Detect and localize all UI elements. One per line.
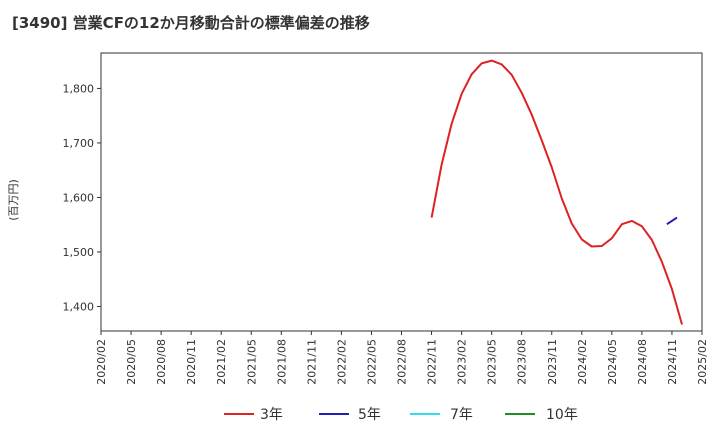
x-tick-label: 2024/08: [636, 339, 649, 385]
series-line-3年: [430, 59, 683, 325]
legend-label: 3年: [260, 407, 283, 423]
x-tick-label: 2023/02: [456, 339, 469, 385]
x-tick-label: 2024/05: [606, 339, 619, 385]
x-tick-label: 2022/08: [396, 339, 409, 385]
x-tick-label: 2023/08: [516, 339, 529, 385]
x-tick-label: 2023/05: [486, 339, 499, 385]
x-axis-ticks: 2020/02 2020/05 2020/08 2020/11 2021/02 2021/…: [95, 331, 709, 385]
plot-area: [101, 53, 702, 331]
chart-title: [3490] 営業CFの12か月移動合計の標準偏差の推移: [12, 14, 370, 32]
y-tick-label: 1,400: [63, 300, 95, 313]
x-tick-label: 2021/02: [215, 339, 228, 385]
x-tick-label: 2021/11: [305, 339, 318, 385]
x-tick-label: 2020/05: [125, 339, 138, 385]
y-tick-label: 1,700: [63, 137, 95, 150]
legend-label: 10年: [546, 407, 578, 423]
series-lines: [430, 59, 683, 325]
x-tick-label: 2021/08: [275, 339, 288, 385]
x-tick-label: 2022/11: [426, 339, 439, 385]
y-tick-label: 1,600: [63, 191, 95, 204]
legend-label: 7年: [450, 407, 473, 423]
legend: 3年 5年 7年 10年: [224, 407, 578, 423]
x-tick-label: 2025/02: [696, 339, 709, 385]
x-tick-label: 2024/02: [576, 339, 589, 385]
series-line-5年: [666, 216, 678, 226]
x-tick-label: 2020/08: [155, 339, 168, 385]
x-tick-label: 2020/02: [95, 339, 108, 385]
y-axis-ticks: 1,400 1,500 1,600 1,700 1,800: [63, 82, 101, 313]
x-tick-label: 2022/02: [335, 339, 348, 385]
x-tick-label: 2021/05: [245, 339, 258, 385]
y-tick-label: 1,500: [63, 246, 95, 259]
x-tick-label: 2022/05: [365, 339, 378, 385]
legend-label: 5年: [358, 407, 381, 423]
y-tick-label: 1,800: [63, 82, 95, 95]
plot-frame: [100, 52, 703, 332]
x-tick-label: 2024/11: [666, 339, 679, 385]
y-axis-label: (百万円): [7, 179, 20, 221]
x-tick-label: 2023/11: [546, 339, 559, 385]
x-tick-label: 2020/11: [185, 339, 198, 385]
